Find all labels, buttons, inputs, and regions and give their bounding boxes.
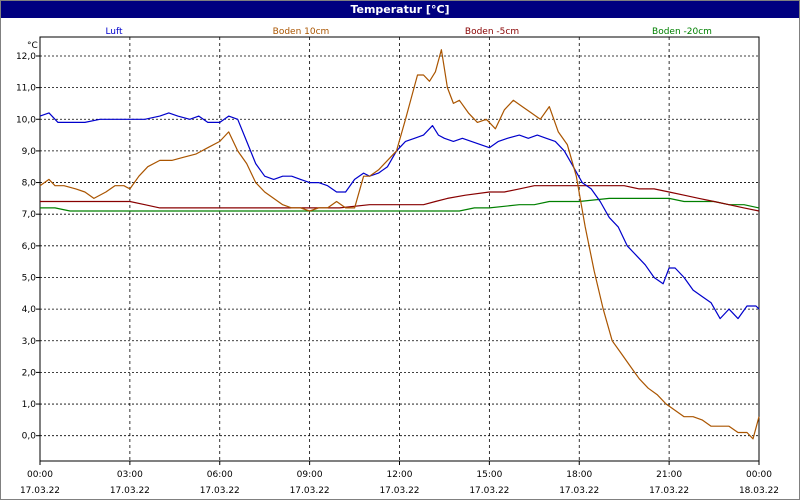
y-unit-label: °C [27, 41, 38, 51]
y-tick-label: 4,0 [22, 305, 37, 315]
x-tick-label-time: 00:00 [746, 470, 772, 480]
y-tick-label: 1,0 [22, 400, 37, 410]
y-tick-label: 8,0 [22, 179, 37, 189]
x-tick-label-date: 17.03.22 [290, 486, 330, 496]
axis-labels: 0,0 1,0 2,0 3,0 4,0 5,0 6,0 7,0 8,0 9,0 10,0 11,0 12… [16, 41, 779, 496]
x-tick-label-time: 15:00 [476, 470, 502, 480]
y-tick-label: 0,0 [22, 432, 37, 442]
y-tick-label: 7,0 [22, 210, 37, 220]
y-tick-label: 6,0 [22, 242, 37, 252]
y-tick-label: 3,0 [22, 337, 37, 347]
series-line-luft [39, 112, 760, 320]
x-tick-label-time: 03:00 [117, 470, 143, 480]
x-tick-label-date: 17.03.22 [559, 486, 599, 496]
x-tick-label-time: 18:00 [566, 470, 592, 480]
chart-title: Temperatur [°C] [1, 1, 799, 18]
legend: Luft Boden 10cm Boden -5cm Boden -20cm [105, 27, 712, 37]
x-tick-label-date: 18.03.22 [739, 486, 779, 496]
x-tick-label-time: 00:00 [27, 470, 53, 480]
x-tick-label-time: 09:00 [297, 470, 323, 480]
x-tick-label-time: 21:00 [656, 470, 682, 480]
grid-lines [40, 37, 759, 461]
y-tick-label: 11,0 [16, 84, 36, 94]
x-tick-label-date: 17.03.22 [200, 486, 240, 496]
legend-entry: Luft [105, 27, 123, 37]
legend-entry: Boden 10cm [273, 27, 330, 37]
y-tick-label: 10,0 [16, 115, 36, 125]
legend-entry: Boden -5cm [465, 27, 519, 37]
x-tick-label-date: 17.03.22 [379, 486, 419, 496]
x-tick-label-date: 17.03.22 [649, 486, 689, 496]
series-layer [39, 49, 760, 440]
y-tick-label: 12,0 [16, 52, 36, 62]
legend-entry: Boden -20cm [652, 27, 712, 37]
x-tick-label-date: 17.03.22 [110, 486, 150, 496]
y-tick-label: 5,0 [22, 273, 37, 283]
y-tick-label: 2,0 [22, 368, 37, 378]
series-line-boden-10cm [39, 49, 760, 440]
x-tick-label-date: 17.03.22 [20, 486, 60, 496]
x-tick-label-time: 06:00 [207, 470, 233, 480]
y-tick-label: 9,0 [22, 147, 37, 157]
series-line-boden-5cm [40, 185, 760, 212]
series-line-boden-20cm [40, 197, 760, 212]
x-tick-label-time: 12:00 [387, 470, 413, 480]
x-tick-label-date: 17.03.22 [469, 486, 509, 496]
